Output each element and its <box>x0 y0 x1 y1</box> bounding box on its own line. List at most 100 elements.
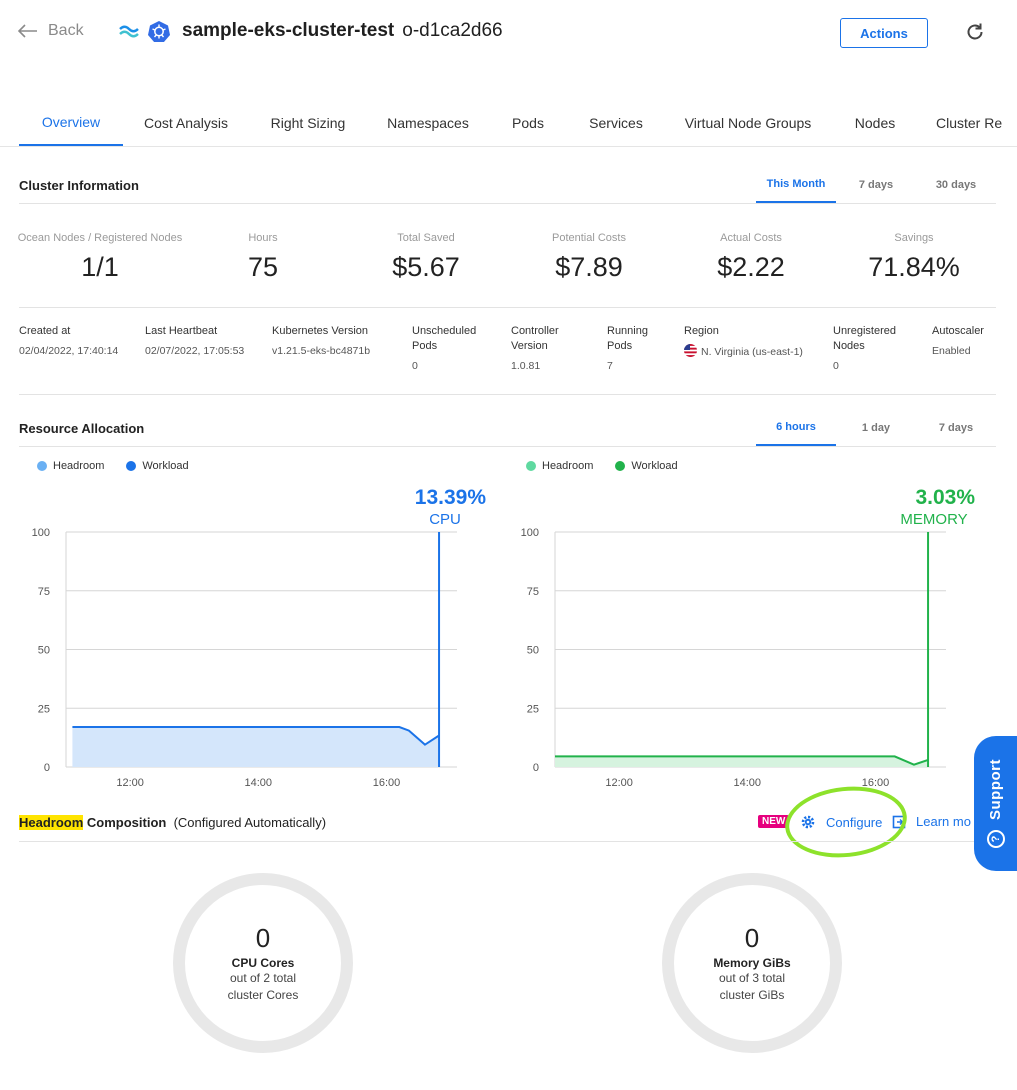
y-tick-label: 50 <box>527 645 539 657</box>
tab-nodes[interactable]: Nodes <box>854 115 896 131</box>
configure-label: Configure <box>826 814 883 830</box>
tab-virtual-node-groups[interactable]: Virtual Node Groups <box>684 115 812 131</box>
tab-right-sizing[interactable]: Right Sizing <box>270 115 346 131</box>
donut-subtext: cluster Cores <box>227 987 299 1002</box>
tab-overview[interactable]: Overview <box>19 100 123 146</box>
page-header: Back sample-eks-cluster-test o-d1ca2d66 … <box>0 0 1017 66</box>
detail-value: Enabled <box>932 345 971 357</box>
detail-value: 0 <box>833 360 839 372</box>
back-button[interactable]: Back <box>18 22 84 40</box>
headline-value: 13.39% <box>415 486 487 509</box>
detail-controller-version: Controller Version 1.0.81 <box>511 324 581 374</box>
detail-value: 0 <box>412 360 418 372</box>
tab-services[interactable]: Services <box>589 115 643 131</box>
kpi-value: $5.67 <box>392 252 460 282</box>
series-area <box>72 727 440 767</box>
kpi-total-saved: Total Saved $5.67 <box>366 232 486 283</box>
detail-value: N. Virginia (us-east-1) <box>684 344 824 360</box>
cluster-id: o-d1ca2d66 <box>402 20 503 41</box>
cluster-name: sample-eks-cluster-test <box>182 20 395 41</box>
memory-chart: 0 25 50 75 100 12:00 14:00 16:00 3.03% MEMORY <box>521 486 976 789</box>
detail-label: Unregistered Nodes <box>833 325 896 352</box>
kubernetes-icon <box>148 21 170 42</box>
donut-subtext: out of 2 total <box>229 970 297 985</box>
x-tick-label: 12:00 <box>116 777 144 789</box>
tab-pods[interactable]: Pods <box>512 115 544 131</box>
divider <box>19 394 996 395</box>
x-tick-label: 14:00 <box>734 777 762 789</box>
kpi-actual-costs: Actual Costs $2.22 <box>691 232 811 283</box>
period-7-days[interactable]: 7 days <box>858 179 894 191</box>
detail-unscheduled-pods: Unscheduled Pods 0 <box>412 324 492 374</box>
detail-label: Region <box>684 325 719 337</box>
kpi-label: Total Saved <box>397 232 455 244</box>
legend-label: Workload <box>631 460 678 472</box>
divider <box>19 307 996 308</box>
x-tick-label: 14:00 <box>245 777 273 789</box>
cpu-cores-donut: 0 CPU Cores out of 2 total cluster Cores <box>173 873 353 1053</box>
series-area <box>555 756 929 767</box>
headline-metric-label: CPU <box>429 511 461 528</box>
y-tick-label: 75 <box>38 586 50 598</box>
detail-value: 7 <box>607 360 613 372</box>
series-line <box>555 755 929 766</box>
legend-dot <box>615 461 626 471</box>
detail-label: Autoscaler <box>932 325 984 337</box>
y-tick-label: 0 <box>533 762 539 774</box>
divider <box>19 841 996 842</box>
arrow-left-icon <box>18 24 37 38</box>
y-tick-label: 50 <box>38 645 50 657</box>
donut-subtext: out of 3 total <box>718 970 786 985</box>
series-line <box>72 726 440 746</box>
memory-gibs-donut: 0 Memory GiBs out of 3 total cluster GiB… <box>662 873 842 1053</box>
range-6-hours[interactable]: 6 hours <box>756 410 836 446</box>
kpi-label: Potential Costs <box>552 232 626 244</box>
donut-subtext: cluster GiBs <box>719 987 785 1002</box>
kpi-label: Actual Costs <box>720 232 782 244</box>
y-tick-label: 25 <box>527 703 539 715</box>
legend-item-headroom[interactable]: Headroom <box>37 460 104 472</box>
learn-more-link[interactable]: Learn mo <box>892 814 971 829</box>
tab-cost-analysis[interactable]: Cost Analysis <box>143 115 229 131</box>
external-doc-icon <box>892 815 906 828</box>
detail-region: Region N. Virginia (us-east-1) <box>684 324 824 360</box>
detail-value: v1.21.5-eks-bc4871b <box>272 345 371 357</box>
tab-namespaces[interactable]: Namespaces <box>387 115 469 131</box>
range-1-day[interactable]: 1 day <box>861 422 891 434</box>
legend-label: Headroom <box>542 460 594 472</box>
legend-dot <box>126 461 137 471</box>
headline-metric-label: MEMORY <box>900 511 967 528</box>
y-tick-label: 25 <box>38 703 50 715</box>
detail-running-pods: Running Pods 7 <box>607 324 667 374</box>
tab-bar: Overview Cost Analysis Right Sizing Name… <box>0 100 1017 147</box>
detail-last-heartbeat: Last Heartbeat 02/07/2022, 17:05:53 <box>145 324 265 359</box>
kpi-value: 1/1 <box>81 252 119 282</box>
actions-button[interactable]: Actions <box>840 18 928 48</box>
detail-label: Created at <box>19 325 71 337</box>
legend-item-workload[interactable]: Workload <box>126 460 189 472</box>
period-this-month[interactable]: This Month <box>756 167 836 203</box>
kpi-savings: Savings 71.84% <box>854 232 974 283</box>
region-value: N. Virginia (us-east-1) <box>701 346 803 358</box>
kpi-value: 71.84% <box>868 252 960 282</box>
x-tick-label: 16:00 <box>862 777 890 789</box>
period-30-days[interactable]: 30 days <box>935 179 977 191</box>
detail-value: 02/04/2022, 17:40:14 <box>19 345 119 357</box>
legend-label: Headroom <box>53 460 105 472</box>
ocean-logo-icon <box>119 25 139 38</box>
kpi-potential-costs: Potential Costs $7.89 <box>529 232 649 283</box>
configure-link[interactable]: Configure <box>800 814 882 830</box>
tab-cluster-resources[interactable]: Cluster Re <box>936 115 1003 131</box>
kpi-value: $2.22 <box>717 252 785 282</box>
detail-label: Unscheduled Pods <box>412 325 477 352</box>
legend-item-workload[interactable]: Workload <box>615 460 678 472</box>
support-button[interactable]: Support ? <box>974 736 1017 871</box>
refresh-icon[interactable] <box>964 21 986 43</box>
range-7-days[interactable]: 7 days <box>938 422 974 434</box>
detail-kubernetes-version: Kubernetes Version v1.21.5-eks-bc4871b <box>272 324 397 359</box>
detail-value: 02/07/2022, 17:05:53 <box>145 345 245 357</box>
question-icon: ? <box>986 830 1005 848</box>
detail-created-at: Created at 02/04/2022, 17:40:14 <box>19 324 139 359</box>
detail-label: Running Pods <box>607 325 648 352</box>
legend-item-headroom[interactable]: Headroom <box>526 460 593 472</box>
